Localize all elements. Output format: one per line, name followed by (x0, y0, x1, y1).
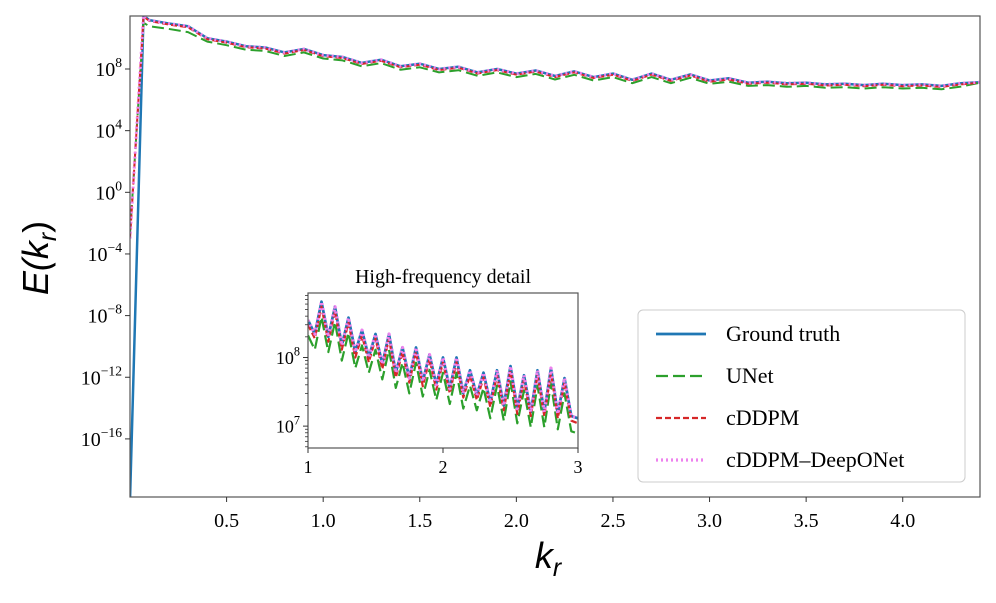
y-tick-label: 104 (95, 117, 122, 143)
legend-entry-label: UNet (726, 363, 774, 388)
y-tick-label: 108 (276, 345, 300, 368)
y-tick-label: 107 (276, 413, 300, 436)
inset-title: High-frequency detail (355, 266, 531, 288)
legend: Ground truth UNet cDDPM cDDPM–DeepONet (637, 309, 966, 483)
legend-box (637, 309, 966, 483)
series-line-3 (308, 300, 578, 420)
axes-background (308, 293, 578, 448)
legend-entry-label: Ground truth (726, 321, 840, 346)
x-tick-label: 1.0 (311, 510, 336, 532)
legend-entry-label: cDDPM (726, 405, 799, 430)
y-tick-label: 10−8 (88, 302, 123, 328)
inset-axes: 1 2 3 108 107 High-frequency detail (276, 266, 583, 477)
x-tick-label: 1.5 (407, 510, 432, 532)
x-tick-label: 3.0 (697, 510, 722, 532)
x-tick-label: 4.0 (890, 510, 915, 532)
x-axis-label: kr (535, 535, 563, 582)
x-tick-label: 1 (304, 457, 313, 477)
x-tick-label: 3.5 (794, 510, 819, 532)
x-tick-label: 0.5 (214, 510, 239, 532)
x-tick-label: 2 (439, 457, 448, 477)
x-tick-label: 2.5 (600, 510, 625, 532)
series-line-2 (308, 305, 578, 425)
series-group (130, 16, 980, 497)
series-line-cddpm-deeponet (130, 16, 980, 239)
series-line-1 (308, 315, 578, 435)
series-group (308, 300, 578, 435)
x-tick-label: 2.0 (504, 510, 529, 532)
x-tick-label: 3 (574, 457, 583, 477)
y-tick-label: 108 (95, 55, 122, 81)
y-tick-label: 10−12 (81, 363, 122, 389)
axes-frame (129, 15, 981, 498)
y-tick-label: 10−16 (81, 425, 122, 451)
y-tick-label: 10−4 (88, 240, 123, 266)
series-line-unet (130, 21, 980, 234)
legend-entry-label: cDDPM–DeepONet (726, 447, 904, 472)
y-tick-label: 100 (95, 178, 122, 204)
y-axis-label: E(kr) (15, 221, 62, 295)
